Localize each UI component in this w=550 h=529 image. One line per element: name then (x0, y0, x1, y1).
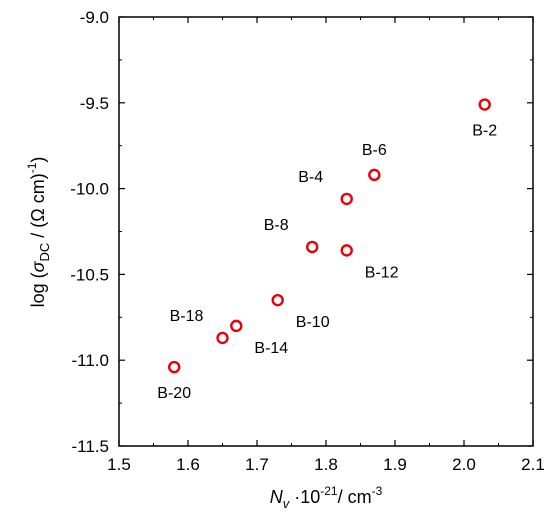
data-point (368, 168, 381, 182)
y-tick-label: -11.5 (72, 437, 110, 456)
plot-frame (118, 16, 534, 447)
data-point (216, 331, 229, 345)
data-point (340, 244, 353, 257)
axis-ticks: 1.5 1.6 1.7 1.8 1.9 2.0 2.1 -9.0 -9.5 -10.0 -10.5 -… (70, 8, 545, 474)
data-point (271, 293, 284, 307)
x-tick-label: 1.5 (107, 455, 131, 474)
point-label: B-4 (298, 169, 323, 186)
y-tick-label: -10.5 (70, 265, 109, 284)
point-label: B-6 (362, 142, 387, 159)
data-points (167, 98, 491, 374)
x-tick-label: 2.1 (521, 455, 545, 474)
x-tick-label: 1.6 (176, 455, 200, 474)
point-label: B-14 (254, 340, 288, 357)
data-point (230, 319, 243, 333)
y-axis-title: log (σDC / (Ω cm)-1) (25, 157, 52, 308)
y-tick-label: -10.0 (70, 180, 109, 199)
point-label: B-18 (170, 308, 204, 325)
point-label: B-2 (472, 123, 497, 140)
point-labels: B-2 B-6 B-4 B-8 B-12 B-10 B-18 B-14 B-20 (157, 123, 497, 403)
point-label: B-20 (157, 385, 191, 402)
point-label: B-8 (264, 217, 289, 234)
x-tick-label: 1.8 (314, 455, 338, 474)
x-tick-label: 1.7 (245, 455, 269, 474)
x-tick-label: 2.0 (452, 455, 476, 474)
point-label: B-12 (365, 264, 399, 281)
data-point (306, 240, 319, 254)
x-axis-title: Nv ·10-21/ cm-3 (270, 484, 383, 511)
y-tick-label: -9.5 (80, 94, 109, 113)
data-point (167, 360, 181, 374)
point-label: B-10 (296, 314, 330, 331)
y-tick-label: -11.0 (72, 351, 110, 370)
x-tick-label: 1.9 (383, 455, 407, 474)
data-point (478, 98, 491, 111)
y-tick-label: -9.0 (80, 8, 109, 27)
data-point (340, 192, 353, 206)
